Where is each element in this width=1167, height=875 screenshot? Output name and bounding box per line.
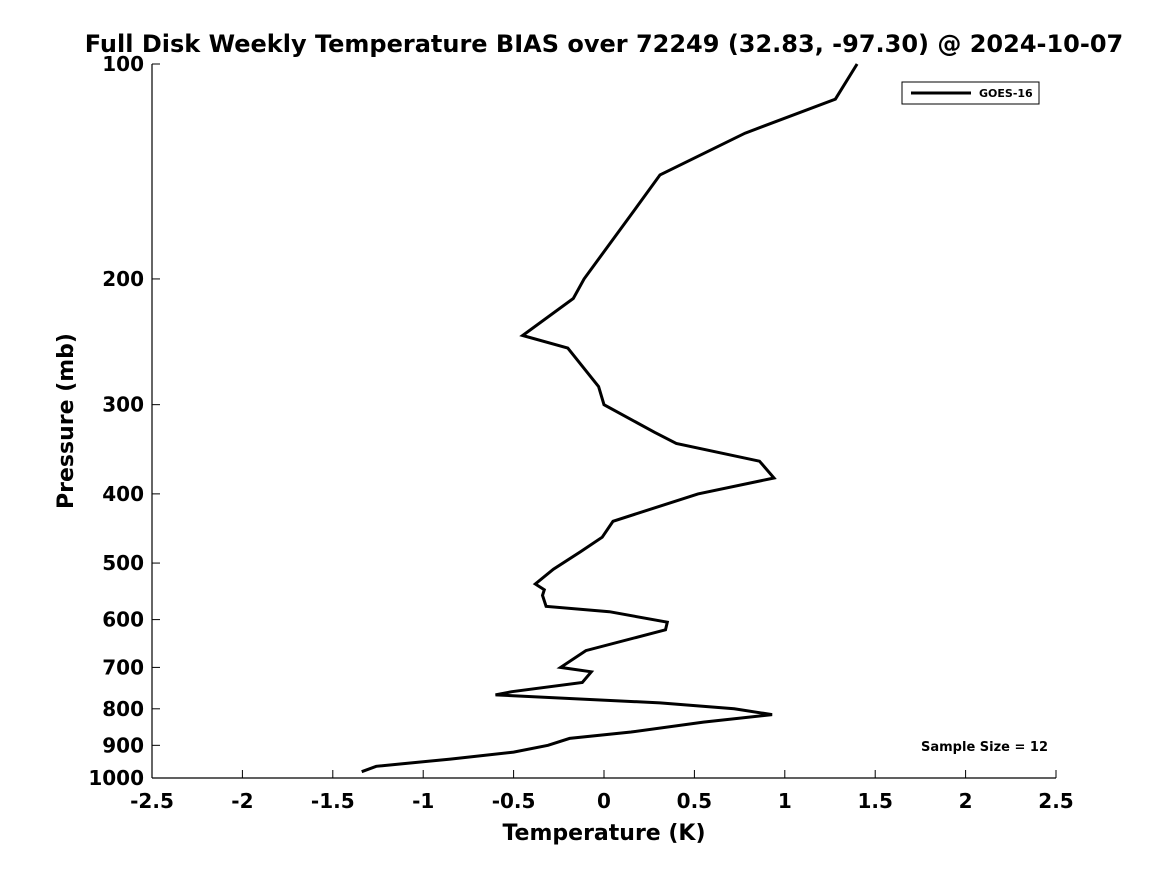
chart-title: Full Disk Weekly Temperature BIAS over 7…: [85, 30, 1124, 58]
x-tick-label: -1.5: [311, 789, 355, 813]
x-tick-label: 2.5: [1038, 789, 1073, 813]
x-tick-label: 0: [597, 789, 611, 813]
sample-size-annotation: Sample Size = 12: [921, 740, 1048, 755]
y-tick-label: 700: [102, 655, 144, 679]
y-tick-label: 1000: [88, 766, 144, 790]
x-tick-label: 2: [959, 789, 973, 813]
x-axis-ticks: -2.5 -2 -1.5 -1 -0.5 0 0.5 1 1.5 2 2.5: [130, 770, 1074, 813]
legend-label-goes-16: GOES-16: [979, 87, 1033, 100]
y-tick-label: 100: [102, 52, 144, 76]
y-tick-label: 800: [102, 697, 144, 721]
x-tick-label: -2.5: [130, 789, 174, 813]
y-tick-label: 500: [102, 551, 144, 575]
y-axis-ticks: 100 200 300 400 500 600 700 800 900 1000: [88, 52, 160, 790]
x-axis-label: Temperature (K): [502, 821, 705, 846]
y-tick-label: 900: [102, 733, 144, 757]
x-tick-label: -1: [412, 789, 434, 813]
x-tick-label: 1.5: [857, 789, 892, 813]
legend: GOES-16: [901, 81, 1040, 105]
x-tick-label: 0.5: [677, 789, 712, 813]
y-axis-label: Pressure (mb): [54, 333, 79, 509]
y-tick-label: 200: [102, 267, 144, 291]
x-tick-label: 1: [778, 789, 792, 813]
series-line-goes-16: [361, 63, 859, 774]
y-tick-label: 400: [102, 482, 144, 506]
x-tick-label: -2: [231, 789, 253, 813]
y-tick-label: 600: [102, 608, 144, 632]
x-tick-label: -0.5: [492, 789, 536, 813]
y-tick-label: 300: [102, 393, 144, 417]
